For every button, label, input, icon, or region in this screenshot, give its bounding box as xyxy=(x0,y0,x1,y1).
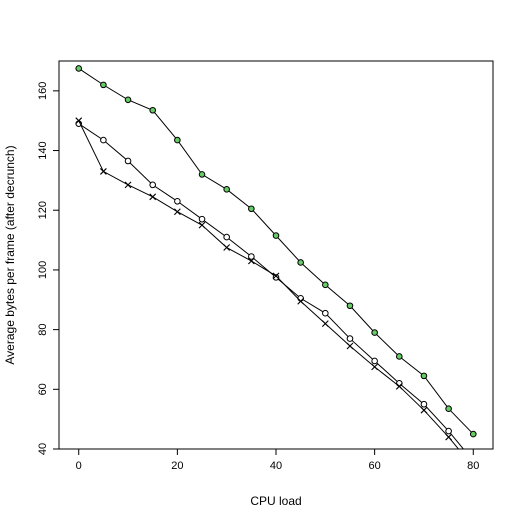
y-tick-label: 80 xyxy=(37,323,49,335)
data-point xyxy=(272,232,280,239)
data-point xyxy=(321,320,329,328)
data-point xyxy=(198,221,206,229)
data-point xyxy=(149,181,157,189)
data-point xyxy=(420,406,428,414)
data-point xyxy=(322,281,329,289)
data-point xyxy=(124,157,132,165)
data-point xyxy=(223,186,230,193)
series-line xyxy=(78,123,465,449)
series-1 xyxy=(75,65,477,438)
data-point xyxy=(272,274,280,281)
data-point xyxy=(297,259,304,266)
data-point xyxy=(223,233,230,241)
data-point xyxy=(371,329,378,336)
data-point xyxy=(248,205,255,213)
series-layer xyxy=(75,65,477,449)
data-point xyxy=(248,253,255,260)
data-point xyxy=(75,117,83,125)
data-point xyxy=(297,297,305,305)
data-point xyxy=(346,335,354,342)
data-point xyxy=(247,257,255,265)
data-point xyxy=(174,197,181,205)
x-axis: 0 20 40 60 80 xyxy=(76,449,479,472)
data-point xyxy=(124,96,132,104)
data-point xyxy=(445,433,453,441)
data-point xyxy=(346,302,354,310)
data-point xyxy=(420,372,428,380)
data-point xyxy=(371,363,379,371)
y-tick-label: 160 xyxy=(37,82,49,100)
x-axis-label: CPU load xyxy=(250,494,301,508)
data-point xyxy=(371,357,378,365)
data-point xyxy=(124,181,132,189)
x-tick-label: 0 xyxy=(76,460,82,472)
data-point xyxy=(100,136,107,144)
y-tick-label: 120 xyxy=(37,201,49,219)
data-point xyxy=(223,244,231,251)
data-point xyxy=(395,382,403,390)
y-tick-label: 100 xyxy=(37,261,49,279)
series-2 xyxy=(75,120,465,449)
data-point xyxy=(198,171,206,178)
data-point xyxy=(100,81,107,89)
data-point xyxy=(174,136,181,144)
x-tick-label: 20 xyxy=(171,460,183,472)
series-3 xyxy=(75,117,460,449)
y-axis-label: Average bytes per frame (after decrunch) xyxy=(3,145,17,364)
y-axis: 40 60 80 100 120 140 160 xyxy=(37,82,59,455)
data-point xyxy=(395,353,403,360)
data-point xyxy=(297,294,304,302)
x-tick-label: 80 xyxy=(467,460,479,472)
data-point xyxy=(469,430,477,438)
y-tick-label: 60 xyxy=(37,383,49,395)
data-point xyxy=(272,272,280,280)
series-line xyxy=(78,68,474,435)
data-point xyxy=(322,309,329,317)
y-tick-label: 140 xyxy=(37,141,49,159)
data-point xyxy=(420,400,428,408)
data-point xyxy=(75,65,83,72)
data-point xyxy=(99,168,107,175)
data-point xyxy=(346,342,354,350)
plot-frame xyxy=(58,60,494,450)
data-point xyxy=(173,208,181,216)
data-point xyxy=(149,106,157,114)
x-tick-label: 40 xyxy=(270,460,282,472)
data-point xyxy=(149,193,157,201)
series-line xyxy=(78,120,460,449)
y-tick-label: 40 xyxy=(37,443,49,455)
data-point xyxy=(445,427,452,435)
data-point xyxy=(445,405,452,413)
x-tick-label: 60 xyxy=(369,460,381,472)
data-point xyxy=(198,215,206,223)
